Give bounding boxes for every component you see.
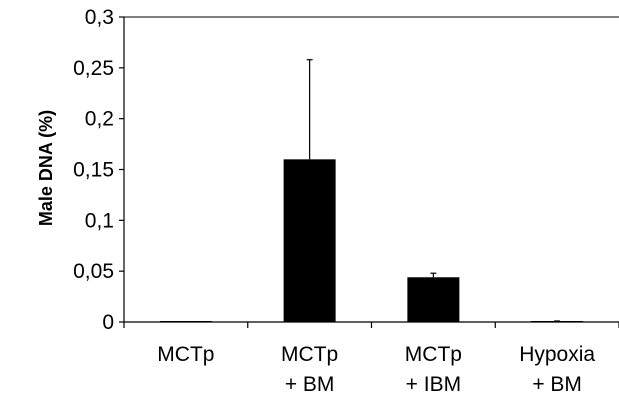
plot-area <box>123 16 619 323</box>
y-axis-ticks: 0 0,05 0,1 0,15 0,2 0,25 0,3 <box>73 6 124 334</box>
y-tick-label: 0,05 <box>73 260 114 283</box>
y-tick-label: 0 <box>102 311 114 334</box>
y-tick-label: 0,3 <box>85 6 114 29</box>
bar <box>407 277 460 322</box>
y-tick-label: 0,2 <box>85 108 114 131</box>
y-tick-label: 0,15 <box>73 159 114 182</box>
bars <box>159 159 584 322</box>
y-axis-label: Male DNA (%) <box>36 110 56 226</box>
error-bars <box>306 59 561 322</box>
bar <box>159 321 212 322</box>
x-tick-label: MCTp <box>157 343 214 366</box>
y-tick-label: 0,1 <box>85 209 114 232</box>
x-axis-ticks: MCTp MCTp + BM MCTp + IBM Hypoxia + BM <box>123 322 619 396</box>
bar <box>283 159 336 322</box>
x-tick-label: MCTp + BM <box>281 343 338 396</box>
x-tick-label: MCTp + IBM <box>405 343 462 396</box>
x-tick-label: Hypoxia + BM <box>519 343 595 396</box>
y-tick-label: 0,25 <box>73 57 114 80</box>
